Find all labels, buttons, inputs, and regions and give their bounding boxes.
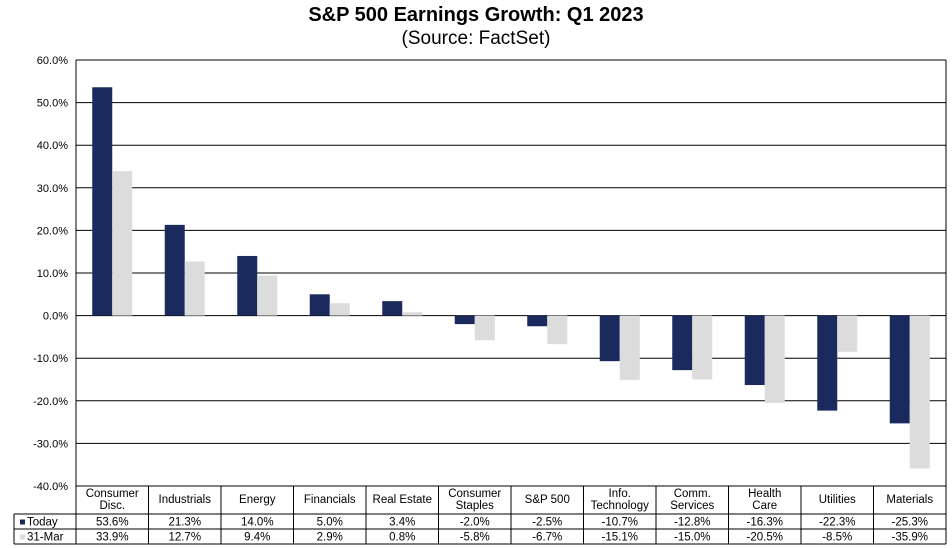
bar-today <box>309 294 330 316</box>
data-label: -10.7% <box>602 517 638 529</box>
category-label: Info. <box>609 488 631 500</box>
y-tick-label: -20.0% <box>33 396 68 408</box>
y-tick-label: 50.0% <box>37 98 68 110</box>
category-label: Real Estate <box>373 494 432 506</box>
bar-mar31 <box>909 315 930 469</box>
category-label: Staples <box>456 500 495 512</box>
category-label: Comm. <box>674 488 711 500</box>
category-label: Utilities <box>819 494 856 506</box>
bar-mar31 <box>837 315 858 352</box>
data-label: 2.9% <box>317 532 343 544</box>
category-label: Energy <box>239 494 276 506</box>
y-tick-label: 0.0% <box>43 311 68 323</box>
chart-subtitle: (Source: FactSet) <box>401 28 551 49</box>
category-label: Financials <box>304 494 356 506</box>
data-label: -2.0% <box>460 517 490 529</box>
data-label: 14.0% <box>241 517 274 529</box>
data-label: 53.6% <box>96 517 129 529</box>
series-name: 31-Mar <box>27 532 64 544</box>
bar-today <box>672 315 693 371</box>
data-label: -15.0% <box>674 532 710 544</box>
bar-today <box>889 315 910 424</box>
y-tick-label: 10.0% <box>37 268 68 280</box>
chart-title: S&P 500 Earnings Growth: Q1 2023 <box>308 4 644 26</box>
data-label: -15.1% <box>602 532 638 544</box>
data-label: -20.5% <box>747 532 783 544</box>
data-label: -8.5% <box>822 532 852 544</box>
data-label: -22.3% <box>819 517 855 529</box>
category-label: Consumer <box>448 488 501 500</box>
bar-today <box>599 315 620 362</box>
bar-today <box>744 315 765 386</box>
bar-mar31 <box>402 312 423 316</box>
bar-today <box>454 315 475 325</box>
data-label: 21.3% <box>168 517 201 529</box>
data-label: 5.0% <box>317 517 343 529</box>
data-label: -6.7% <box>532 532 562 544</box>
y-tick-label: 20.0% <box>37 225 68 237</box>
category-label: Consumer <box>86 488 139 500</box>
category-label: Services <box>670 500 714 512</box>
data-label: 12.7% <box>168 532 201 544</box>
data-label: 33.9% <box>96 532 129 544</box>
category-label: Industrials <box>159 494 212 506</box>
data-label: -25.3% <box>892 517 928 529</box>
data-label: -35.9% <box>892 532 928 544</box>
legend-key-today <box>20 519 25 525</box>
bar-today <box>92 87 113 316</box>
bar-mar31 <box>184 261 205 316</box>
data-label: 9.4% <box>244 532 270 544</box>
bars <box>92 87 930 469</box>
legend-key-mar31 <box>20 534 25 540</box>
category-label: S&P 500 <box>525 494 570 506</box>
category-label: Care <box>752 500 777 512</box>
bar-mar31 <box>547 315 568 345</box>
bar-mar31 <box>257 275 278 316</box>
y-tick-label: -10.0% <box>33 353 68 365</box>
series-name: Today <box>27 517 58 529</box>
data-label: -12.8% <box>674 517 710 529</box>
data-label: 0.8% <box>389 532 415 544</box>
bar-today <box>164 224 185 316</box>
category-label: Health <box>748 488 781 500</box>
bar-mar31 <box>764 315 785 403</box>
y-axis-ticks: 60.0% 50.0% 40.0% 30.0% 20.0% 10.0% 0.0% -10.0%… <box>33 55 68 493</box>
category-label: Technology <box>591 500 649 512</box>
data-label: -2.5% <box>532 517 562 529</box>
y-tick-label: -30.0% <box>33 438 68 450</box>
data-label: -16.3% <box>747 517 783 529</box>
data-label: 3.4% <box>389 517 415 529</box>
y-tick-label: 30.0% <box>37 183 68 195</box>
bar-mar31 <box>619 315 640 380</box>
bar-mar31 <box>692 315 713 380</box>
bar-today <box>817 315 838 411</box>
gridlines <box>75 59 947 487</box>
bar-mar31 <box>329 303 350 316</box>
data-label: -5.8% <box>460 532 490 544</box>
bar-mar31 <box>474 315 495 341</box>
bar-today <box>382 301 403 316</box>
y-tick-label: -40.0% <box>33 481 68 493</box>
bar-mar31 <box>112 171 133 316</box>
category-label: Disc. <box>99 500 125 512</box>
y-tick-label: 40.0% <box>37 140 68 152</box>
y-tick-label: 60.0% <box>37 55 68 67</box>
bar-today <box>527 315 548 327</box>
bar-today <box>237 255 258 316</box>
category-label: Materials <box>886 494 933 506</box>
